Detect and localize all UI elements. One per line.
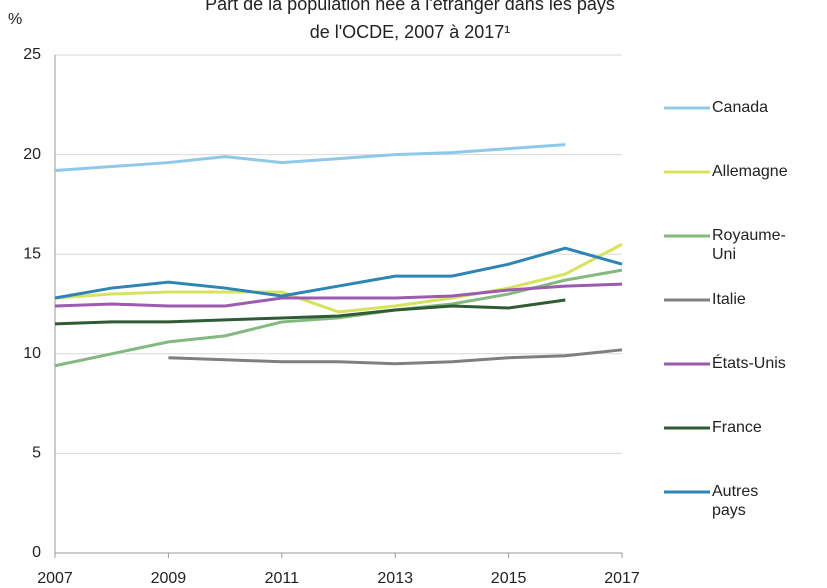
legend-label: Autres pays [712, 483, 759, 519]
y-tick-label: 0 [32, 544, 41, 561]
legend-label: États-Unis [712, 355, 786, 372]
legend-label: Allemagne [712, 163, 788, 180]
series-line [54, 246, 623, 300]
legend-label: Royaume-Uni [712, 227, 786, 263]
x-tick-label: 2009 [151, 570, 187, 587]
y-tick-label: 10 [23, 345, 41, 362]
legend-label: Italie [712, 291, 746, 308]
x-tick-label: 2011 [265, 570, 300, 587]
y-axis-label: % [8, 11, 22, 28]
x-tick-label: 2007 [37, 570, 73, 587]
chart-title: Part de la population née à l'étranger d… [205, 0, 615, 14]
x-tick-label: 2013 [377, 570, 413, 587]
y-tick-label: 15 [23, 245, 41, 262]
x-tick-label: 2015 [491, 570, 527, 587]
series-line [168, 348, 623, 366]
y-tick-label: 5 [32, 445, 41, 462]
legend-label: France [712, 419, 762, 436]
series-line [54, 143, 566, 173]
chart-title: de l'OCDE, 2007 à 2017¹ [310, 22, 511, 42]
x-tick-label: 2017 [604, 570, 640, 587]
series-line [54, 282, 623, 308]
series-line [54, 242, 623, 314]
legend-label: Canada [712, 99, 769, 116]
y-tick-label: 25 [23, 46, 41, 63]
y-tick-label: 20 [23, 146, 41, 163]
series-line [54, 298, 566, 326]
